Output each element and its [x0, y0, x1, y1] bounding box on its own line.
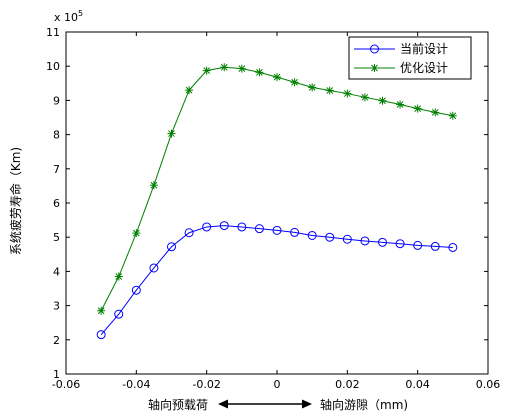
y-tick-label: 5	[53, 231, 60, 244]
data-point-series-2	[114, 272, 123, 281]
legend-box	[348, 36, 472, 80]
data-point-series-2	[237, 64, 246, 73]
x-axis-label-right: 轴向游隙（mm)	[320, 397, 408, 412]
data-point-series-2	[255, 68, 264, 77]
y-tick-label: 4	[53, 265, 60, 278]
y-tick-label: 2	[53, 334, 60, 347]
data-point-series-2	[132, 229, 141, 238]
x-axis-label-left: 轴向预载荷	[148, 397, 208, 412]
data-point-series-1	[149, 263, 159, 273]
legend-marker-series-2	[370, 64, 379, 72]
data-point-series-1	[219, 221, 229, 231]
tick-marks	[65, 31, 489, 375]
data-point-series-1	[290, 227, 300, 237]
data-point-series-1	[448, 242, 458, 252]
data-point-series-1	[184, 228, 194, 238]
legend-label-series-1: 当前设计	[400, 41, 448, 56]
y-tick-label: 11	[46, 26, 60, 39]
data-point-series-1	[430, 241, 440, 251]
y-tick-label: 1	[53, 368, 60, 381]
data-point-series-2	[290, 78, 299, 87]
legend: 当前设计 优化设计	[348, 36, 472, 80]
y-tick-label: 6	[53, 197, 60, 210]
data-point-series-1	[237, 222, 247, 232]
x-tick-label: -0.04	[122, 378, 150, 391]
y-multiplier-base: x 10	[54, 11, 78, 24]
data-point-series-2	[167, 129, 176, 138]
y-multiplier-exponent: 5	[78, 9, 83, 18]
data-point-series-2	[413, 104, 422, 113]
legend-star-glyph	[370, 64, 379, 72]
data-point-series-1	[360, 236, 370, 246]
x-tick-label: 0.02	[335, 378, 360, 391]
legend-label-series-2: 优化设计	[400, 61, 448, 75]
data-point-series-1	[131, 285, 141, 295]
data-point-series-1	[413, 240, 423, 250]
y-tick-label: 3	[53, 300, 60, 313]
y-tick-label: 7	[53, 163, 60, 176]
data-point-series-1	[96, 330, 106, 340]
data-point-series-2	[97, 306, 106, 315]
x-tick-label: 0	[274, 378, 281, 391]
y-tick-label: 9	[53, 94, 60, 107]
plot-area	[65, 31, 489, 375]
x-tick-label: -0.06	[52, 378, 80, 391]
y-tick-label: 10	[46, 60, 60, 73]
data-point-series-2	[273, 73, 281, 82]
data-point-series-2	[220, 63, 229, 72]
y-multiplier-label: x 105	[54, 9, 83, 24]
x-tick-label: -0.02	[192, 378, 220, 391]
double-arrow-icon	[218, 399, 312, 409]
x-tick-label: 0.04	[405, 378, 430, 391]
data-point-series-2	[149, 181, 158, 190]
data-point-series-1	[378, 237, 387, 247]
y-tick-label: 8	[53, 129, 60, 142]
data-point-series-2	[343, 89, 352, 98]
data-point-series-2	[448, 111, 457, 120]
data-point-series-1	[307, 230, 317, 240]
series-line-1	[100, 225, 453, 335]
series-layer	[96, 63, 458, 340]
x-tick-label: 0.06	[476, 378, 501, 391]
data-point-series-1	[202, 222, 212, 232]
legend-marker-series-1	[370, 44, 379, 54]
data-point-series-2	[396, 100, 405, 109]
data-point-series-2	[325, 86, 334, 95]
y-axis-label: 系统疲劳寿命（Km)	[8, 147, 23, 255]
data-point-series-1	[272, 225, 282, 235]
data-point-series-1	[325, 232, 335, 242]
data-point-series-1	[114, 309, 124, 319]
data-point-series-2	[431, 108, 440, 117]
data-point-series-2	[360, 93, 369, 102]
data-point-series-1	[254, 224, 264, 234]
data-point-series-2	[185, 86, 194, 95]
data-point-series-2	[308, 83, 317, 92]
data-point-series-2	[378, 96, 387, 105]
data-point-series-1	[167, 242, 176, 252]
data-point-series-1	[342, 234, 352, 244]
data-point-series-2	[202, 66, 211, 75]
data-point-series-1	[395, 239, 405, 249]
